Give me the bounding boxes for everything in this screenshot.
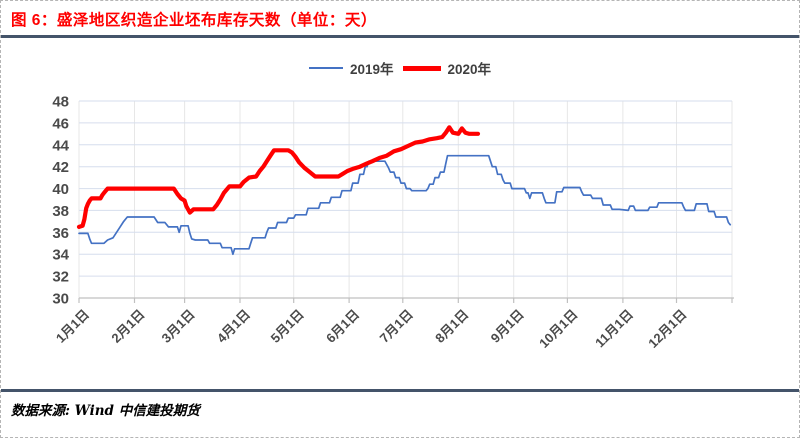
legend-line-sample-2019 [308, 67, 343, 69]
legend: 2019年 2020年 [1, 58, 799, 78]
footer: 数据来源: Wind 中信建投期货 [11, 399, 200, 420]
data-source-text: 数据来源: Wind 中信建投期货 [11, 403, 200, 419]
y-tick-label: 46 [52, 115, 69, 132]
y-tick-label: 48 [52, 94, 69, 111]
figure-title: 图 6：盛泽地区织造企业坯布库存天数（单位：天） [11, 12, 377, 29]
x-tick-label: 7月1日 [377, 307, 416, 346]
y-tick-label: 30 [52, 291, 69, 308]
legend-line-sample-2020 [402, 65, 441, 71]
line-chart-svg: 30 32 34 36 38 40 42 44 46 48 1月1日 2月1日 3月1日 4月1日 5月1日… [52, 94, 734, 351]
figure-title-bar: 图 6：盛泽地区织造企业坯布库存天数（单位：天） [11, 8, 789, 30]
x-tick-label: 1月1日 [53, 307, 92, 346]
x-tick-label: 12月1日 [645, 307, 689, 351]
x-tick-label: 2月1日 [108, 307, 147, 346]
y-tick-label: 34 [52, 247, 69, 264]
x-tick-label: 11月1日 [592, 307, 636, 351]
y-tick-label: 44 [52, 137, 69, 154]
x-tick-label: 5月1日 [268, 307, 307, 346]
chart-area: 2019年 2020年 30 32 34 36 38 40 42 44 46 48 1月1日 2月1日… [1, 41, 799, 389]
legend-label-2019: 2019年 [349, 62, 394, 77]
x-tick-label: 4月1日 [214, 307, 253, 346]
legend-item-2019: 2019年 [308, 58, 394, 78]
legend-item-2020: 2020年 [402, 58, 492, 78]
series-line-2020年 [76, 125, 481, 229]
bottom-divider-rule [1, 389, 799, 392]
y-tick-label: 42 [52, 159, 69, 176]
series-line-2019年 [78, 154, 732, 256]
top-divider-rule [1, 35, 799, 38]
legend-label-2020: 2020年 [447, 62, 492, 77]
x-tick-label: 3月1日 [158, 307, 197, 346]
y-tick-label: 40 [52, 181, 69, 198]
y-tick-label: 32 [52, 269, 69, 286]
x-tick-label: 10月1日 [536, 307, 580, 351]
y-tick-label: 38 [52, 203, 69, 220]
x-tick-label: 8月1日 [432, 307, 471, 346]
x-tick-label: 9月1日 [488, 307, 527, 346]
y-tick-label: 36 [52, 225, 69, 242]
x-tick-label: 6月1日 [323, 307, 362, 346]
